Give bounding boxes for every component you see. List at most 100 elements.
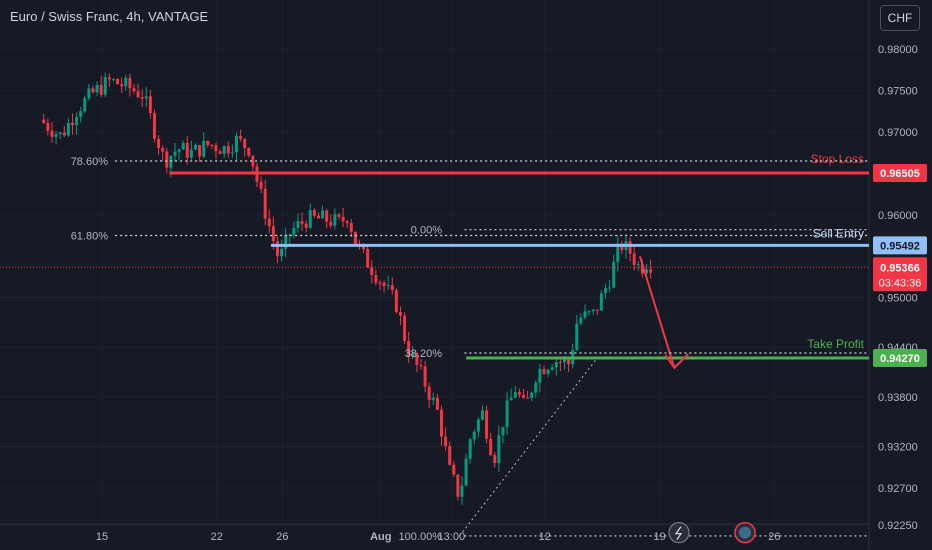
- candle: [189, 140, 193, 160]
- candle-body: [382, 282, 386, 287]
- price-tags: 0.96505 0.95492 0.94270 0.95366 03:43:36: [873, 163, 927, 367]
- candle: [79, 107, 83, 123]
- candle-body: [349, 223, 353, 232]
- y-tick-label: 0.98000: [878, 44, 918, 56]
- candle: [70, 113, 74, 135]
- candle-body: [124, 77, 128, 87]
- candle-body: [407, 340, 411, 357]
- candle-body: [70, 122, 74, 126]
- candle-body: [42, 119, 46, 123]
- time-axis[interactable]: 15 22 26 Aug 13:00 12 19 26: [96, 531, 781, 543]
- event-icons[interactable]: [668, 521, 756, 544]
- candle-body: [218, 151, 222, 154]
- candle-body: [185, 142, 189, 158]
- candle: [275, 236, 279, 264]
- candle-body: [247, 148, 251, 156]
- candle-body: [595, 309, 599, 311]
- candle: [296, 213, 300, 233]
- candle-body: [456, 474, 460, 497]
- candle-body: [390, 285, 394, 291]
- candle-body: [177, 149, 181, 152]
- y-tick-label: 0.97500: [878, 86, 918, 98]
- stop-loss-tag-box: [873, 163, 927, 182]
- trade-levels: Stop Loss Sell Entry Take Profit: [0, 152, 869, 370]
- candle: [239, 129, 243, 142]
- candle: [628, 237, 632, 262]
- candle: [587, 310, 591, 316]
- candle-body: [562, 359, 566, 363]
- fib-level-label: 0.00%: [411, 225, 442, 237]
- candle: [415, 351, 419, 373]
- candle-body: [394, 290, 398, 313]
- candle-body: [79, 111, 83, 118]
- candle-body: [419, 364, 423, 367]
- candle-body: [83, 98, 87, 112]
- candle: [649, 259, 653, 279]
- candle-body: [321, 210, 325, 219]
- candle-body: [542, 368, 546, 374]
- candle-body: [284, 234, 288, 249]
- candle-body: [439, 409, 443, 437]
- candle: [312, 208, 316, 218]
- candle-body: [550, 367, 554, 370]
- candle: [128, 73, 132, 97]
- candle-body: [411, 353, 415, 357]
- stop-loss-tag-text: 0.96505: [880, 168, 920, 180]
- candle-body: [95, 85, 99, 93]
- sell-entry-tag: 0.95492: [873, 236, 927, 255]
- candle: [591, 308, 595, 316]
- candle: [132, 83, 136, 94]
- candle: [259, 176, 263, 193]
- candle-body: [530, 392, 534, 399]
- candle-body: [640, 264, 644, 274]
- candle: [210, 144, 214, 150]
- candle: [46, 118, 50, 136]
- currency-button[interactable]: CHF: [880, 5, 920, 31]
- candle: [575, 314, 579, 352]
- candle-body: [316, 215, 320, 219]
- candle: [341, 207, 345, 227]
- candle-body: [99, 85, 103, 95]
- candle-body: [226, 146, 230, 154]
- candle-body: [210, 144, 214, 146]
- candle-body: [517, 392, 521, 395]
- candle-body: [505, 400, 509, 428]
- candle: [616, 235, 620, 272]
- candle: [349, 219, 353, 237]
- candle: [554, 358, 558, 376]
- candle: [620, 240, 624, 254]
- candle: [378, 280, 382, 290]
- candle-body: [538, 368, 542, 383]
- candle-body: [493, 454, 497, 464]
- candle-body: [374, 275, 378, 283]
- candle-body: [234, 135, 238, 153]
- candle: [185, 135, 189, 165]
- candle-body: [50, 130, 54, 137]
- candle-body: [202, 140, 206, 157]
- candle-body: [583, 311, 587, 318]
- candle: [222, 145, 226, 158]
- candle: [116, 78, 120, 85]
- x-tick-label: 15: [96, 531, 108, 543]
- candle-body: [144, 96, 148, 99]
- candle-body: [464, 458, 468, 486]
- candle-body: [341, 216, 345, 222]
- candle: [382, 280, 386, 293]
- candle: [218, 149, 222, 154]
- candles: [42, 72, 653, 505]
- candle: [489, 432, 493, 456]
- candle-body: [558, 362, 562, 364]
- fib-level-label: 61.80%: [71, 230, 109, 242]
- candle: [300, 212, 304, 231]
- candle: [370, 260, 374, 284]
- candle-body: [452, 464, 456, 475]
- candle: [423, 360, 427, 393]
- candle-body: [136, 91, 140, 98]
- candle: [345, 219, 349, 228]
- sell-entry-label: Sell Entry: [813, 226, 864, 240]
- candle-body: [480, 410, 484, 420]
- candle-body: [398, 312, 402, 316]
- candle: [42, 114, 46, 125]
- take-profit-tag-text: 0.94270: [880, 353, 920, 365]
